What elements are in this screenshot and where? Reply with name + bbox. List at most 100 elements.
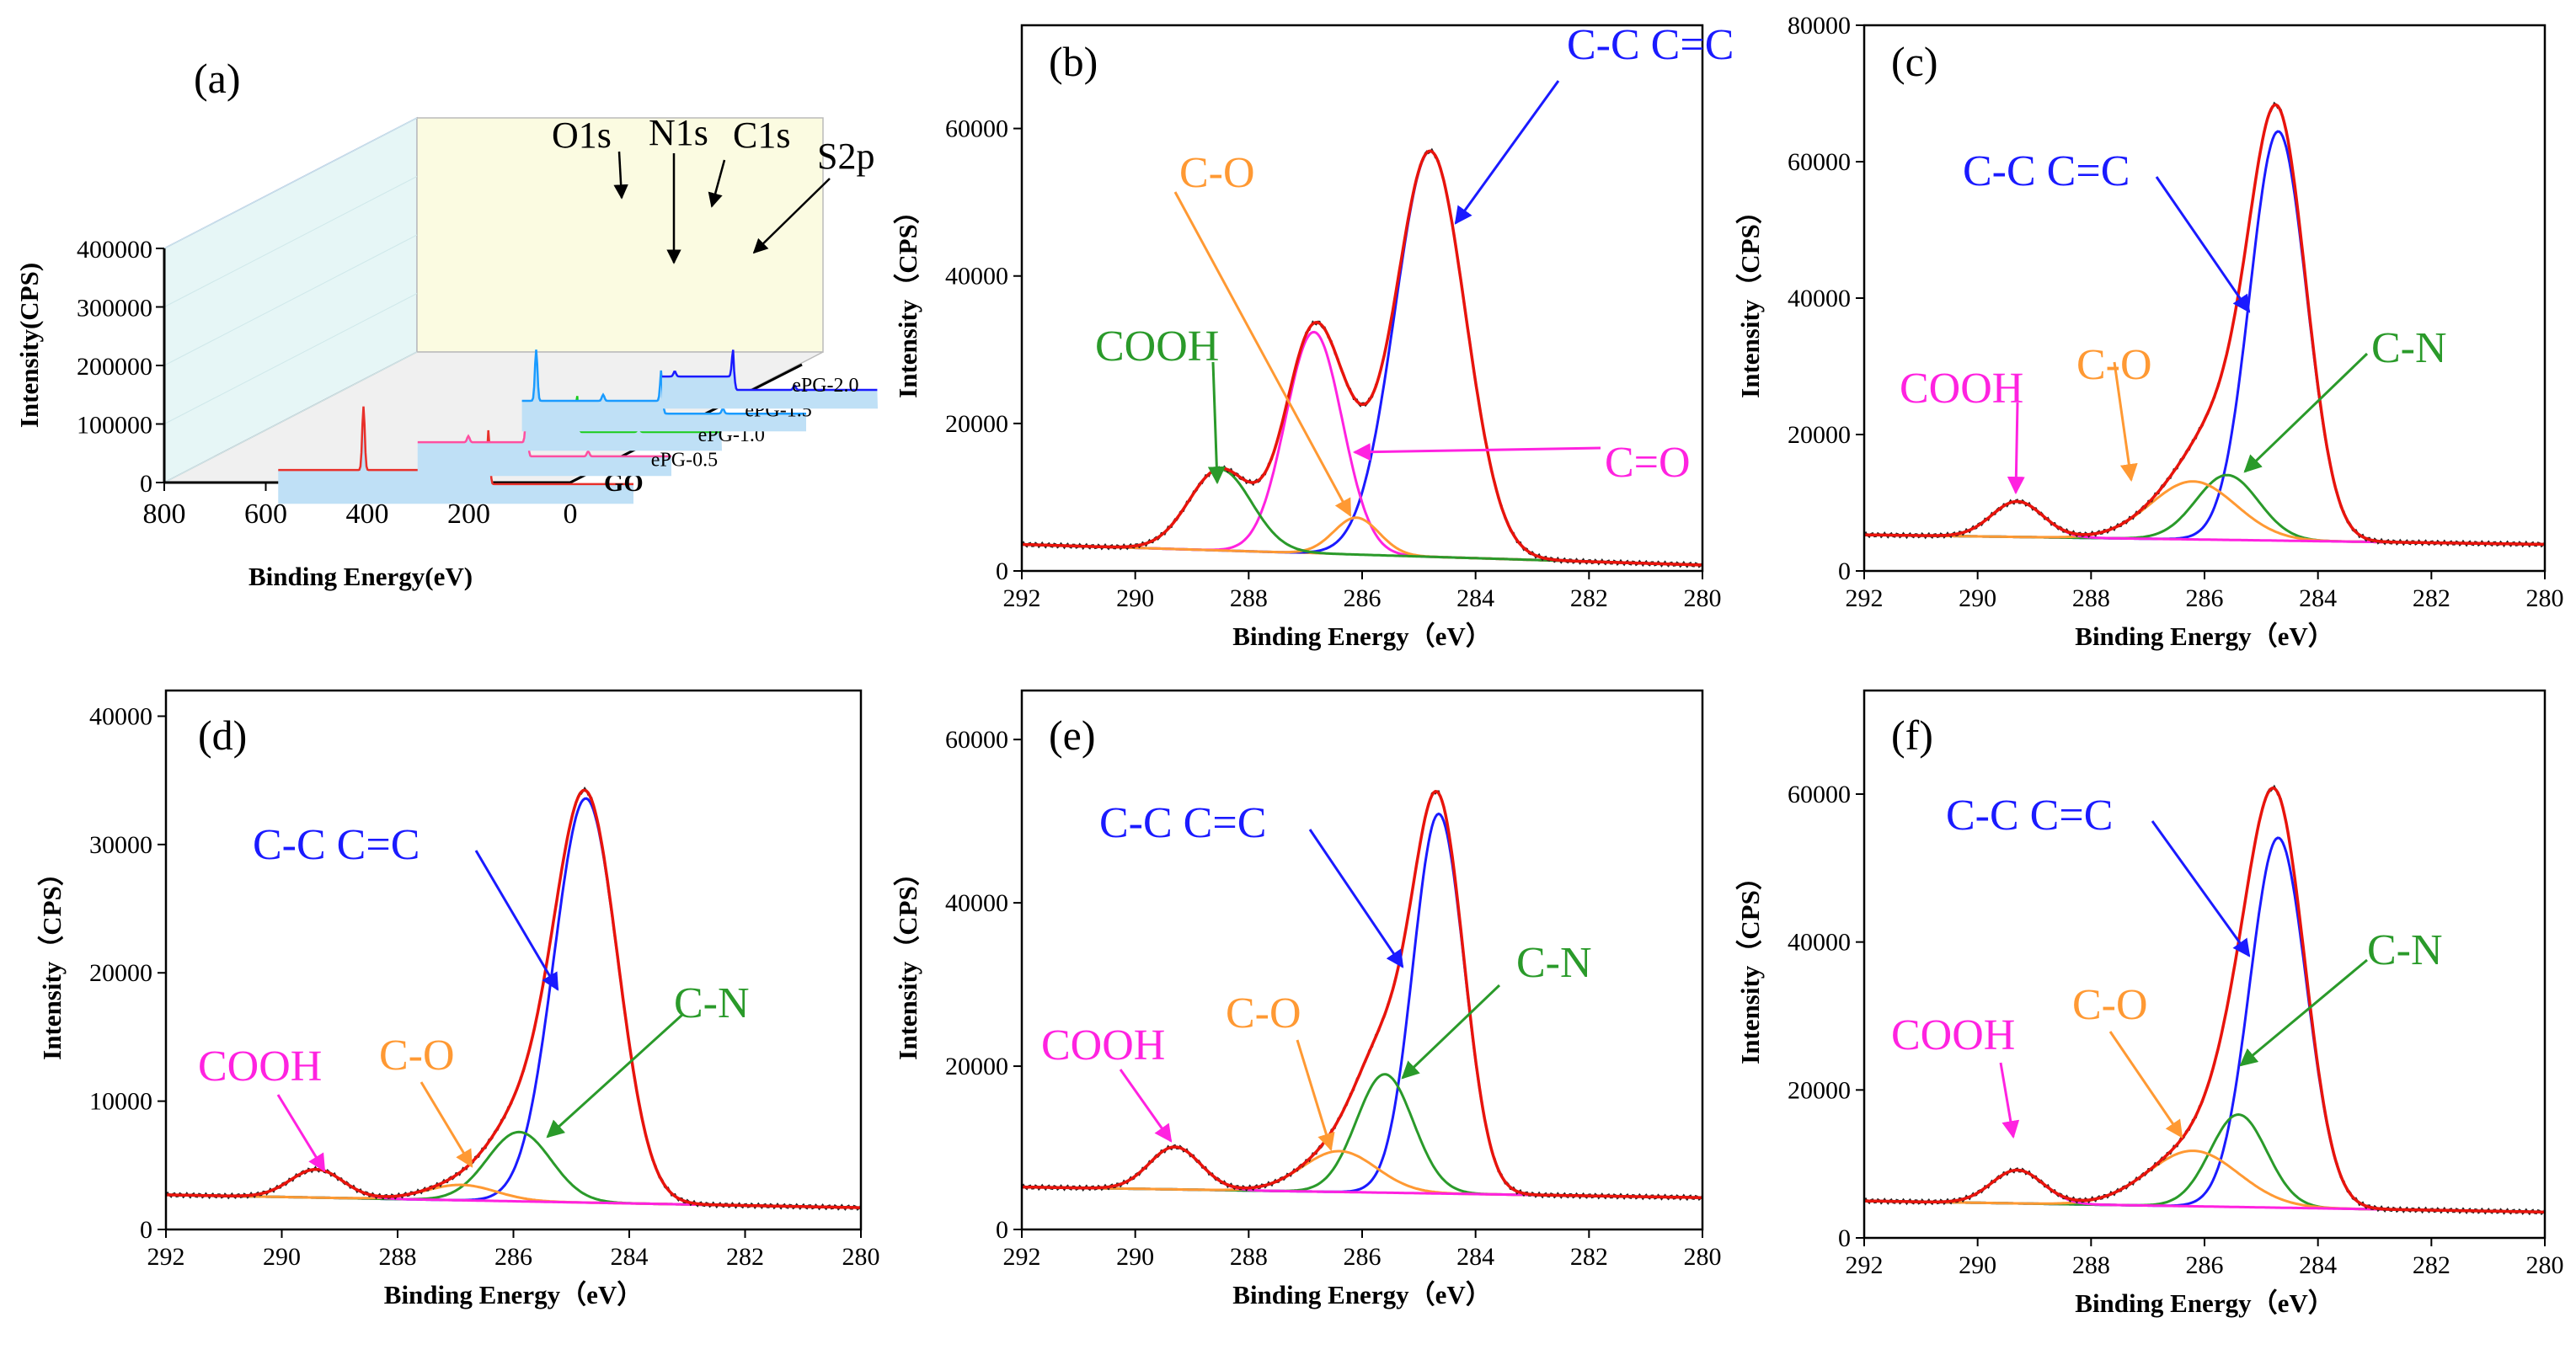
component-peak bbox=[1864, 499, 2545, 546]
panel-2: 292 290 288 286 284 282 280 0 20000 40000 60000 800… bbox=[1735, 12, 2564, 651]
x-tick-label: 282 bbox=[1570, 584, 1608, 612]
panel-5: 292 290 288 286 284 282 280 0 20000 40000 60000 Bin… bbox=[1735, 689, 2564, 1318]
series-label: ePG-2.0 bbox=[792, 375, 858, 397]
y-tick-label: 20000 bbox=[1788, 421, 1851, 449]
x-axis-label: Binding Energy（eV） bbox=[2075, 621, 2333, 651]
annotation-label: C-O bbox=[2076, 341, 2152, 389]
x-tick-label: 290 bbox=[1959, 1251, 1996, 1279]
annotation-label: C1s bbox=[733, 115, 790, 156]
y-tick-label: 40000 bbox=[1788, 929, 1851, 957]
y-tick-label: 30000 bbox=[89, 831, 152, 859]
y-tick-label: 60000 bbox=[1788, 781, 1851, 808]
annotation-label: S2p bbox=[817, 136, 874, 177]
x-tick-label: 284 bbox=[1456, 1243, 1494, 1271]
x-axis-label: Binding Energy（eV） bbox=[2075, 1288, 2333, 1318]
annotation-label: C-N bbox=[1516, 939, 1592, 987]
x-tick-label: 284 bbox=[2299, 1251, 2337, 1279]
x-tick-label: 286 bbox=[1344, 1243, 1382, 1271]
y-tick-label: 0 bbox=[996, 557, 1008, 585]
annotation-label: COOH bbox=[1900, 365, 2023, 413]
y-tick-label: 20000 bbox=[945, 410, 1008, 438]
y-tick-label: 100000 bbox=[77, 412, 152, 440]
annotation-arrow bbox=[1454, 80, 1560, 225]
x-tick-label: 280 bbox=[1684, 584, 1722, 612]
series-fill bbox=[521, 349, 806, 432]
x-tick-label: 284 bbox=[1456, 584, 1494, 612]
annotation-arrow bbox=[1296, 1039, 1335, 1152]
annotation-label: COOH bbox=[198, 1043, 322, 1091]
annotation-arrow bbox=[1352, 443, 1601, 461]
annotation-arrow bbox=[1999, 1062, 2020, 1139]
y-tick-label: 400000 bbox=[77, 236, 152, 264]
x-tick-label: 800 bbox=[143, 499, 186, 530]
annotation-label: N1s bbox=[649, 112, 708, 153]
panel-label: (e) bbox=[1049, 712, 1096, 759]
panel-3: 292 290 288 286 284 282 280 0 10000 20000 30000 400… bbox=[37, 689, 880, 1309]
annotation-arrow bbox=[1173, 191, 1352, 517]
annotation-label: COOH bbox=[1041, 1021, 1165, 1069]
x-tick-label: 288 bbox=[2072, 1251, 2110, 1279]
y-tick-label: 40000 bbox=[89, 702, 152, 730]
annotation-arrow bbox=[752, 178, 831, 254]
component-peak bbox=[1022, 1145, 1702, 1199]
annotation-arrow bbox=[2151, 820, 2251, 957]
x-tick-label: 292 bbox=[1003, 1243, 1041, 1271]
annotation-label: COOH bbox=[1095, 323, 1219, 371]
y-tick-label: 40000 bbox=[1788, 285, 1851, 312]
x-tick-label: 292 bbox=[147, 1243, 185, 1271]
annotation-arrow bbox=[474, 850, 559, 991]
x-tick-label: 288 bbox=[1230, 1243, 1268, 1271]
envelope-fit bbox=[166, 788, 861, 1209]
panel-label: (a) bbox=[194, 55, 241, 102]
panel-4: 292 290 288 286 284 282 280 0 20000 40000 60000 Bin… bbox=[893, 689, 1722, 1309]
y-tick-label: 20000 bbox=[945, 1053, 1008, 1080]
x-tick-label: 288 bbox=[2072, 584, 2110, 612]
annotation-label: COOH bbox=[1891, 1011, 2015, 1059]
envelope-fit bbox=[1864, 103, 2545, 547]
series-label: ePG-0.5 bbox=[651, 450, 718, 472]
series-fill bbox=[417, 422, 671, 477]
component-peak bbox=[1022, 467, 1702, 567]
y-tick-label: 60000 bbox=[945, 115, 1008, 143]
y-axis-label: Intensity（CPS） bbox=[37, 860, 67, 1060]
y-axis-label: Intensity(CPS) bbox=[14, 263, 44, 428]
component-peak bbox=[1022, 516, 1702, 567]
x-axis-label: Binding Energy（eV） bbox=[384, 1280, 643, 1309]
annotation-arrow bbox=[2243, 352, 2369, 473]
y-tick-label: 10000 bbox=[89, 1088, 152, 1116]
y-tick-label: 60000 bbox=[945, 726, 1008, 754]
component-peak bbox=[1022, 1149, 1702, 1199]
annotation-label: C-C C=C bbox=[1567, 21, 1734, 69]
annotation-arrow bbox=[2108, 1031, 2183, 1139]
x-tick-label: 288 bbox=[1230, 584, 1268, 612]
x-tick-label: 0 bbox=[564, 499, 578, 530]
x-tick-label: 286 bbox=[494, 1243, 532, 1271]
annotation-label: C-O bbox=[1179, 149, 1255, 197]
annotation-label: C-C C=C bbox=[1963, 147, 2130, 195]
annotation-label: C-N bbox=[674, 979, 750, 1027]
annotation-arrow bbox=[276, 1094, 326, 1172]
annotation-label: C-O bbox=[1226, 989, 1301, 1037]
annotation-label: C-O bbox=[2072, 981, 2148, 1029]
x-tick-label: 280 bbox=[2526, 584, 2564, 612]
panel-label: (b) bbox=[1049, 38, 1098, 85]
x-tick-label: 282 bbox=[726, 1243, 764, 1271]
y-axis-label: Intensity（CPS） bbox=[1735, 198, 1765, 398]
x-tick-label: 290 bbox=[263, 1243, 301, 1271]
y-tick-label: 0 bbox=[1838, 1224, 1851, 1252]
annotation-arrow bbox=[708, 159, 726, 208]
x-tick-label: 286 bbox=[1344, 584, 1382, 612]
plot-frame bbox=[1863, 689, 2547, 1240]
plot-frame bbox=[1020, 24, 1704, 573]
y-axis-label: Intensity（CPS） bbox=[1735, 864, 1765, 1064]
envelope-fit bbox=[1022, 789, 1702, 1199]
x-tick-label: 282 bbox=[1570, 1243, 1608, 1271]
y-tick-label: 0 bbox=[140, 470, 152, 498]
x-axis-label: Binding Energy（eV） bbox=[1232, 621, 1491, 651]
component-peak bbox=[1022, 812, 1702, 1199]
y-tick-label: 40000 bbox=[945, 263, 1008, 291]
y-tick-label: 0 bbox=[996, 1216, 1008, 1244]
x-axis-label: Binding Energy(eV) bbox=[249, 562, 473, 591]
y-tick-label: 300000 bbox=[77, 295, 152, 323]
